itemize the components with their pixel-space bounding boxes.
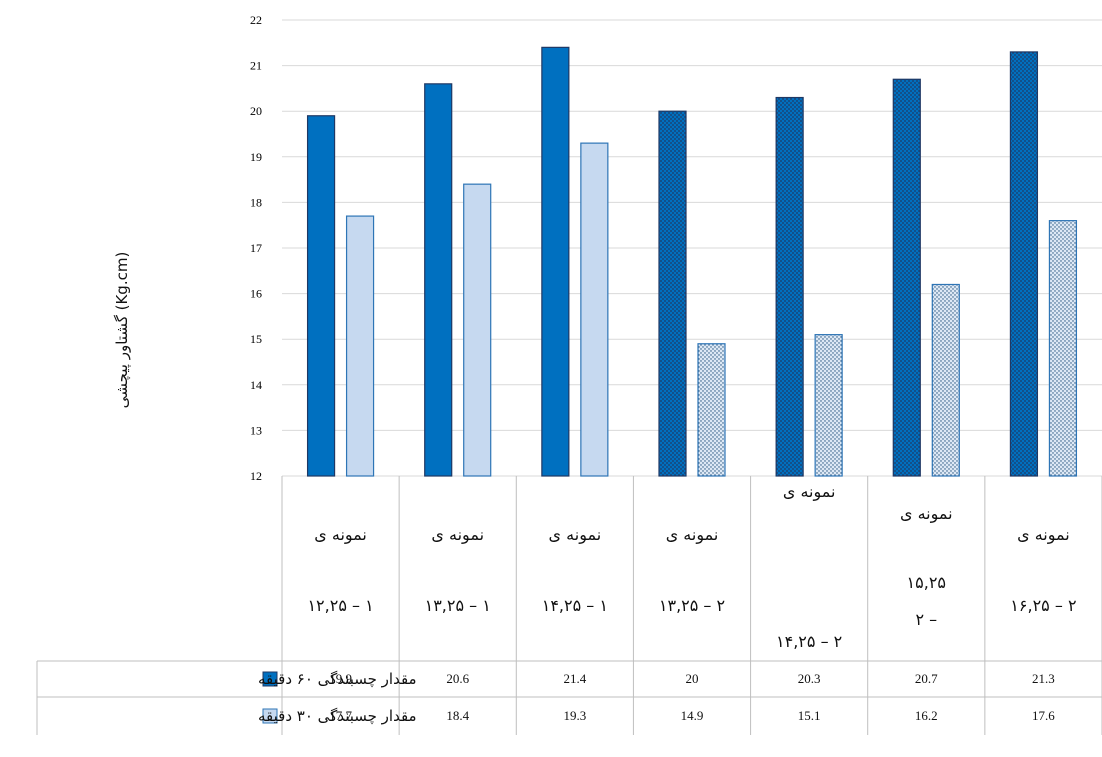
category-label: نمونه ی — [549, 525, 602, 545]
category-label: ۱ – ۱۴,۲۵ — [542, 596, 608, 615]
category-label: ۲ – ۱۴,۲۵ — [776, 632, 842, 651]
y-tick-label: 14 — [250, 378, 262, 392]
y-tick-label: 17 — [250, 241, 262, 255]
legend-label: مقدار چسبندگی ۶۰ دقیقه — [258, 670, 417, 688]
y-tick-label: 15 — [250, 332, 262, 346]
category-label: نمونه ی — [431, 525, 484, 545]
table-value-cell: 16.2 — [915, 708, 938, 723]
bar-series-60 — [775, 96, 804, 477]
category-label: ۲ – ۱۳,۲۵ — [659, 596, 725, 615]
bar-series-60 — [424, 83, 453, 477]
bar-series-30 — [814, 334, 843, 477]
table-value-cell: 20 — [686, 671, 699, 686]
table-value-cell: 14.9 — [681, 708, 704, 723]
gridlines — [282, 19, 1102, 477]
bar-series-30 — [1048, 220, 1078, 477]
bar-series-60 — [541, 46, 570, 477]
bars — [306, 46, 1078, 477]
table-value-cell: 20.3 — [798, 671, 821, 686]
y-axis-label: گشتاور پیچشی (Kg.cm) — [113, 252, 132, 409]
legend-label: مقدار چسبندگی ۳۰ دقیقه — [258, 707, 417, 725]
table-value-cell: 17.6 — [1032, 708, 1055, 723]
bar-series-30 — [463, 183, 492, 477]
category-label: ۱ – ۱۳,۲۵ — [425, 596, 491, 615]
y-tick-label: 12 — [250, 469, 262, 483]
category-label: ۲ – ۱۶,۲۵ — [1010, 596, 1076, 615]
table-value-cell: 19.9 — [329, 671, 352, 686]
bar-series-60 — [306, 115, 336, 477]
category-label: نمونه ی — [783, 482, 836, 502]
category-label: نمونه ی — [666, 525, 719, 545]
category-label: – ۲ — [915, 610, 937, 629]
data-table: 19.9 20.6 21.4 20 20.3 20.7 21.3 17.7 18.4 19.3 14… — [36, 476, 1102, 735]
bar-series-30 — [931, 283, 960, 477]
category-label: نمونه ی — [1017, 525, 1070, 545]
y-tick-label: 21 — [250, 59, 262, 73]
bar-series-30 — [580, 142, 609, 477]
y-tick-label: 16 — [250, 287, 262, 301]
y-tick-label: 13 — [250, 423, 262, 437]
table-value-cell: 17.7 — [329, 708, 352, 723]
bar-series-30 — [345, 215, 375, 477]
bar-series-60 — [658, 110, 687, 477]
y-tick-label: 22 — [250, 13, 262, 27]
category-label: ۱ – ۱۲,۲۵ — [307, 596, 373, 615]
y-tick-label: 18 — [250, 195, 262, 209]
table-value-cell: 19.3 — [563, 708, 586, 723]
bar-series-60 — [1009, 51, 1039, 477]
table-value-cell: 15.1 — [798, 708, 821, 723]
category-labels: نمونه ی ۱ – ۱۲,۲۵ نمونه ی ۱ – ۱۳,۲۵ نمونه ی ۱… — [307, 482, 1076, 651]
table-value-cell: 21.3 — [1032, 671, 1055, 686]
category-label: ۱۵,۲۵ — [907, 573, 946, 592]
y-axis-ticks: 12 13 14 15 16 17 18 19 20 21 22 — [250, 13, 262, 483]
legend: مقدار چسبندگی ۶۰ دقیقه مقدار چسبندگی ۳۰ د… — [258, 670, 417, 725]
table-value-cell: 21.4 — [563, 671, 586, 686]
y-tick-label: 20 — [250, 104, 262, 118]
table-value-cell: 20.7 — [915, 671, 938, 686]
category-label: نمونه ی — [314, 525, 367, 545]
table-value-cell: 18.4 — [446, 708, 469, 723]
table-value-cell: 20.6 — [446, 671, 469, 686]
category-label: نمونه ی — [900, 504, 953, 524]
legend-swatch — [262, 708, 278, 724]
bar-series-60 — [892, 78, 921, 477]
y-tick-label: 19 — [250, 150, 262, 164]
legend-swatch — [262, 671, 278, 687]
bar-series-30 — [697, 343, 726, 477]
